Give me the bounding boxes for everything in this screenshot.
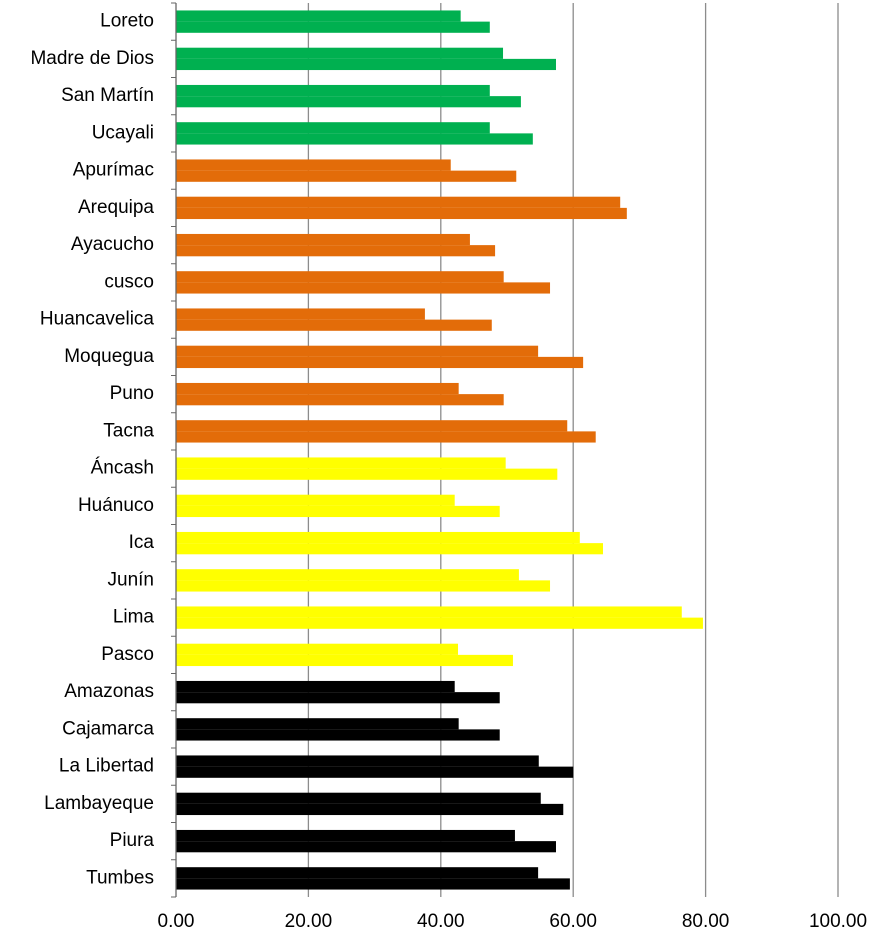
bar xyxy=(176,643,459,655)
y-tick-label: Tacna xyxy=(103,420,154,441)
bar xyxy=(176,766,574,778)
y-tick-label: Ucayali xyxy=(92,122,154,143)
bar xyxy=(176,654,513,667)
bar xyxy=(176,431,596,443)
y-tick-label: Tumbes xyxy=(86,867,154,888)
bar xyxy=(176,718,459,730)
y-tick-label: Loreto xyxy=(100,11,154,32)
y-tick-label: Madre de Dios xyxy=(30,48,154,69)
bar xyxy=(176,457,506,469)
bar xyxy=(176,803,564,816)
bar xyxy=(176,569,519,581)
bar xyxy=(176,47,504,59)
bar xyxy=(176,505,500,518)
y-tick-label: Puno xyxy=(110,383,154,404)
x-tick-label: 40.00 xyxy=(417,911,465,932)
y-tick-label: Lambayeque xyxy=(44,793,154,814)
bar xyxy=(176,356,584,369)
bar xyxy=(176,159,451,171)
y-tick-label: Arequipa xyxy=(78,197,154,218)
bar xyxy=(176,468,558,480)
bar xyxy=(176,382,459,395)
bar xyxy=(176,282,551,294)
y-tick-label: Cajamarca xyxy=(62,718,154,739)
y-tick-label: San Martín xyxy=(61,85,154,106)
bar xyxy=(176,10,461,22)
bar xyxy=(176,617,703,629)
bar xyxy=(176,878,570,890)
y-tick-label: Pasco xyxy=(101,644,154,665)
bar xyxy=(176,271,504,283)
y-tick-label: Lima xyxy=(113,607,155,628)
bar xyxy=(176,207,627,220)
y-tick-label: Huancavelica xyxy=(40,309,154,330)
bar xyxy=(176,122,490,134)
bar xyxy=(176,606,682,618)
bar xyxy=(176,394,504,406)
bar xyxy=(176,494,455,506)
x-tick-label: 20.00 xyxy=(285,911,333,932)
y-tick-label: Amazonas xyxy=(64,681,154,702)
bar xyxy=(176,580,551,592)
bar xyxy=(176,841,556,853)
y-tick-label: Ica xyxy=(129,532,155,553)
bar xyxy=(176,133,533,145)
bar xyxy=(176,829,515,842)
bar xyxy=(176,170,517,182)
bar xyxy=(176,420,568,432)
bar xyxy=(176,319,492,331)
y-tick-label: Piura xyxy=(110,830,155,851)
bar xyxy=(176,867,539,879)
bar xyxy=(176,345,539,357)
bar xyxy=(176,21,490,33)
bar xyxy=(176,96,521,108)
bar xyxy=(176,196,621,208)
bar xyxy=(176,233,470,246)
bar xyxy=(176,245,496,257)
y-tick-label: cusco xyxy=(104,271,154,292)
x-tick-label: 100.00 xyxy=(809,911,867,932)
bar xyxy=(176,792,541,804)
bar xyxy=(176,308,425,320)
bar xyxy=(176,692,500,704)
bar xyxy=(176,755,539,767)
x-tick-label: 60.00 xyxy=(549,911,597,932)
bar xyxy=(176,543,603,555)
y-tick-label: La Libertad xyxy=(59,756,154,777)
x-tick-label: 0.00 xyxy=(158,911,195,932)
y-tick-label: Ayacucho xyxy=(71,234,154,255)
x-tick-label: 80.00 xyxy=(682,911,730,932)
y-tick-label: Apurímac xyxy=(73,160,154,181)
bar xyxy=(176,58,556,71)
bar xyxy=(176,680,455,693)
y-tick-label: Huánuco xyxy=(78,495,154,516)
bar xyxy=(176,84,490,97)
y-tick-label: Moquegua xyxy=(64,346,154,367)
y-tick-label: Junín xyxy=(108,569,154,590)
bar xyxy=(176,729,500,741)
y-tick-label: Áncash xyxy=(91,458,154,479)
bar xyxy=(176,531,580,544)
